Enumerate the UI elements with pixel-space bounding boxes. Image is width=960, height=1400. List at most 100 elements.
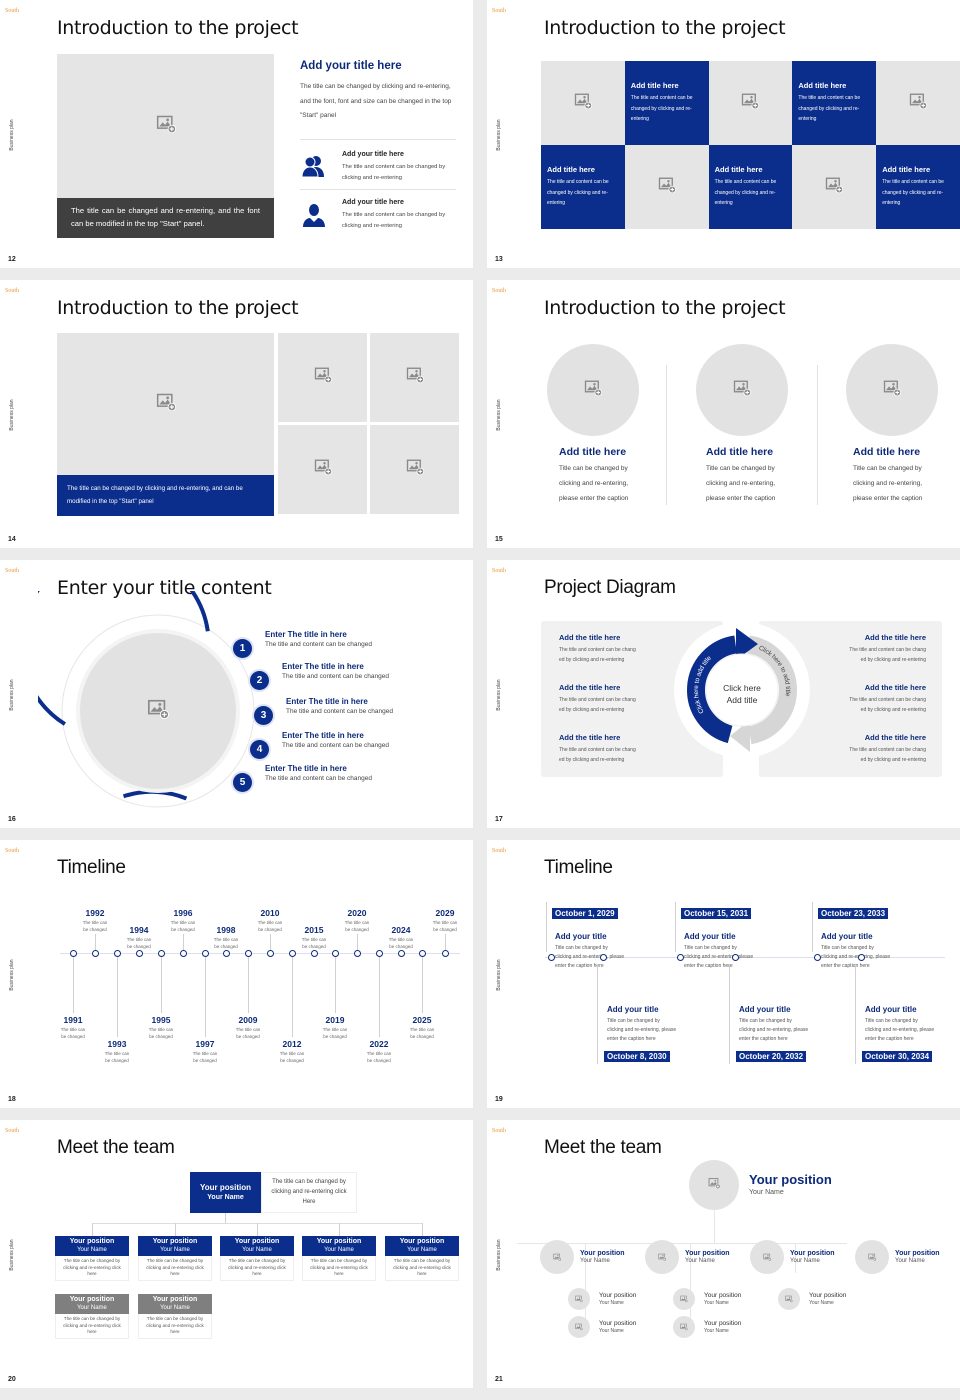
timeline-node[interactable] <box>331 949 339 957</box>
image-tile[interactable] <box>876 61 960 145</box>
slide-title[interactable]: Timeline <box>544 857 613 878</box>
event-text: The title can be changed <box>170 920 196 932</box>
avatar[interactable] <box>645 1240 679 1274</box>
avatar[interactable] <box>568 1316 590 1338</box>
timeline-node[interactable] <box>201 949 209 957</box>
timeline-node[interactable] <box>310 949 318 957</box>
member-card[interactable]: Your position Your Name <box>302 1236 376 1256</box>
timeline-node[interactable] <box>288 949 296 957</box>
lead-name: Your Name <box>207 1194 244 1201</box>
lead-card[interactable]: Your position Your Name <box>190 1172 261 1213</box>
slide-17[interactable]: South Business plan 17 Project Diagram Add t… <box>487 560 960 828</box>
image-plus-icon <box>584 379 602 402</box>
item-text: ed by clicking and re-entering <box>559 757 625 763</box>
image-placeholder[interactable] <box>80 633 236 789</box>
timeline-node[interactable] <box>179 949 187 957</box>
avatar[interactable] <box>673 1316 695 1338</box>
timeline-node[interactable] <box>244 949 252 957</box>
number-badge: 2 <box>250 671 269 690</box>
slide-15[interactable]: South Business plan 15 Introduction to the … <box>487 280 960 548</box>
image-tile[interactable] <box>792 145 877 229</box>
slide-title[interactable]: Introduction to the project <box>544 297 786 319</box>
timeline-node[interactable] <box>69 949 77 957</box>
person-name: Your Name <box>704 1300 729 1306</box>
slide-title[interactable]: Timeline <box>57 857 126 878</box>
text-tile[interactable]: Add title here The title and content can … <box>708 145 793 229</box>
slide-16[interactable]: South Business plan 16 Enter your title con… <box>0 560 473 828</box>
timeline-node[interactable] <box>266 949 274 957</box>
timeline-node[interactable] <box>397 949 405 957</box>
member-card[interactable]: Your position Your Name <box>220 1236 294 1256</box>
center-label-1[interactable]: Click here <box>723 683 761 693</box>
image-tile[interactable] <box>541 61 625 145</box>
timeline-node[interactable] <box>547 953 555 961</box>
timeline-node[interactable] <box>418 949 426 957</box>
avatar[interactable] <box>568 1288 590 1310</box>
page-number: 12 <box>8 256 16 263</box>
image-placeholder[interactable] <box>696 344 788 436</box>
image-tile[interactable] <box>370 425 459 514</box>
timeline-node[interactable] <box>113 949 121 957</box>
timeline-node[interactable] <box>353 949 361 957</box>
timeline-node[interactable] <box>731 953 739 961</box>
image-tile[interactable] <box>708 61 793 145</box>
timeline-node[interactable] <box>91 949 99 957</box>
image-tile[interactable] <box>278 425 367 514</box>
timeline-node[interactable] <box>375 949 383 957</box>
avatar[interactable] <box>540 1240 574 1274</box>
slide-13[interactable]: South Business plan 13 Introduction to the … <box>487 0 960 268</box>
timeline-node[interactable] <box>676 953 684 961</box>
slide-21[interactable]: South Business plan 21 Meet the team Your po… <box>487 1120 960 1388</box>
member-card[interactable]: Your position Your Name <box>55 1294 129 1314</box>
slide-title[interactable]: Introduction to the project <box>57 17 299 39</box>
timeline-node[interactable] <box>441 949 449 957</box>
slide-12[interactable]: South Business plan 12 Introduction to the … <box>0 0 473 268</box>
image-placeholder[interactable] <box>846 344 938 436</box>
timeline-node[interactable] <box>857 953 865 961</box>
slide-title[interactable]: Meet the team <box>544 1137 662 1158</box>
text-tile[interactable]: Add title here The title and content can … <box>876 145 960 229</box>
slide-title[interactable]: Enter your title content <box>57 577 272 599</box>
image-placeholder[interactable] <box>547 344 639 436</box>
slide-title[interactable]: Project Diagram <box>544 577 676 598</box>
image-tile[interactable] <box>278 333 367 422</box>
member-card[interactable]: Your position Your Name <box>138 1236 212 1256</box>
timeline-node[interactable] <box>813 953 821 961</box>
slide-title[interactable]: Introduction to the project <box>57 297 299 319</box>
connector <box>812 902 813 952</box>
timeline-node[interactable] <box>135 949 143 957</box>
avatar[interactable] <box>855 1240 889 1274</box>
center-label-2[interactable]: Add title <box>726 695 758 705</box>
slide-14[interactable]: South Business plan 14 Introduction to the … <box>0 280 473 548</box>
member-card[interactable]: Your position Your Name <box>55 1236 129 1256</box>
text-tile[interactable]: Add title here The title and content can … <box>541 145 625 229</box>
avatar[interactable] <box>750 1240 784 1274</box>
image-plus-icon <box>575 1290 583 1308</box>
slide-20[interactable]: South Business plan 20 Meet the team Your po… <box>0 1120 473 1388</box>
image-tile[interactable] <box>370 333 459 422</box>
member-card[interactable]: Your position Your Name <box>138 1294 212 1314</box>
image-placeholder[interactable] <box>57 54 274 198</box>
person-name: Your Name <box>749 1189 784 1196</box>
avatar[interactable] <box>689 1160 739 1210</box>
slide-19[interactable]: South Business plan 19 Timeline October 1, 2… <box>487 840 960 1108</box>
text-tile[interactable]: Add title here The title and content can … <box>792 61 877 145</box>
slide-title[interactable]: Introduction to the project <box>544 17 786 39</box>
connector <box>517 1243 847 1244</box>
connector <box>183 934 184 950</box>
item-title: Add the title here <box>864 633 926 642</box>
event-text: Title can be changed by <box>739 1018 792 1024</box>
timeline-node[interactable] <box>157 949 165 957</box>
avatar[interactable] <box>673 1288 695 1310</box>
slide-title[interactable]: Meet the team <box>57 1137 175 1158</box>
slide-18[interactable]: South Business plan 18 Timeline 1991 The titl… <box>0 840 473 1108</box>
image-tile[interactable] <box>624 145 709 229</box>
avatar[interactable] <box>778 1288 800 1310</box>
timeline-node[interactable] <box>222 949 230 957</box>
timeline-node[interactable] <box>599 953 607 961</box>
member-position: Your position <box>399 1238 445 1245</box>
member-card[interactable]: Your position Your Name <box>385 1236 459 1256</box>
image-placeholder[interactable] <box>57 333 274 475</box>
image-plus-icon <box>156 114 176 139</box>
text-tile[interactable]: Add title here The title and content can … <box>624 61 709 145</box>
